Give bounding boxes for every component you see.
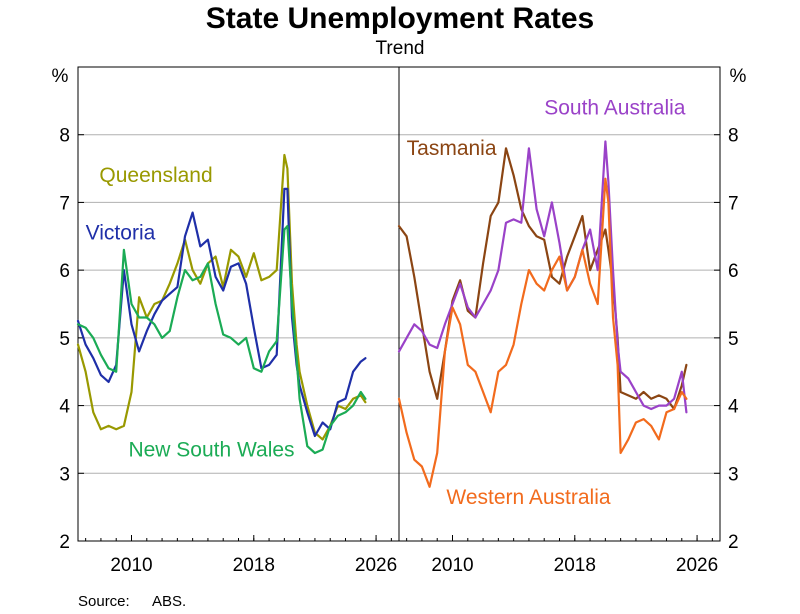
right-y-tick-label: 3 bbox=[728, 464, 739, 485]
series-label-new-south-wales: New South Wales bbox=[128, 438, 294, 461]
right-y-tick-label: 6 bbox=[728, 261, 739, 282]
left-y-tick-label: 5 bbox=[59, 329, 70, 350]
series-label-western-australia: Western Australia bbox=[446, 486, 611, 509]
right-unit-label: % bbox=[730, 66, 747, 87]
x-tick-label: 2010 bbox=[110, 555, 152, 576]
series-label-victoria: Victoria bbox=[86, 222, 156, 245]
gridlines bbox=[78, 134, 720, 474]
x-tick-label: 2010 bbox=[431, 555, 473, 576]
right-y-tick-label: 2 bbox=[728, 532, 739, 553]
right-y-tick-label: 4 bbox=[728, 397, 739, 418]
series-line-western-australia bbox=[397, 177, 688, 488]
series-label-tasmania: Tasmania bbox=[407, 137, 497, 160]
source-label: Source: bbox=[78, 593, 130, 610]
left-unit-label: % bbox=[52, 66, 69, 87]
left-y-tick-label: 8 bbox=[59, 126, 70, 147]
right-y-tick-label: 8 bbox=[728, 126, 739, 147]
right-y-tick-label: 7 bbox=[728, 193, 739, 214]
series-line-victoria bbox=[76, 187, 367, 438]
left-y-tick-label: 4 bbox=[59, 397, 70, 418]
x-tick-label: 2018 bbox=[554, 555, 596, 576]
chart-subtitle: Trend bbox=[376, 38, 425, 59]
chart-title: State Unemployment Rates bbox=[206, 2, 594, 35]
left-y-tick-label: 3 bbox=[59, 464, 70, 485]
x-tick-label: 2026 bbox=[676, 555, 718, 576]
x-tick-label: 2026 bbox=[355, 555, 397, 576]
left-y-tick-label: 6 bbox=[59, 261, 70, 282]
series-lines bbox=[76, 140, 688, 488]
x-tick-label: 2018 bbox=[233, 555, 275, 576]
series-label-south-australia: South Australia bbox=[544, 96, 686, 119]
series-labels: Queensland Victoria New South Wales Tasmani… bbox=[86, 96, 686, 508]
series-line-queensland bbox=[76, 153, 367, 441]
right-y-tick-label: 5 bbox=[728, 329, 739, 350]
left-y-tick-label: 7 bbox=[59, 193, 70, 214]
axes: 2 3 4 5 6 7 8 2010 2018 2026 2 3 4 5 6 7 8 2010 2018 2026 bbox=[59, 66, 739, 576]
series-line-tasmania bbox=[397, 147, 688, 411]
series-line-south-australia bbox=[397, 140, 688, 414]
source-value: ABS. bbox=[152, 593, 186, 610]
left-y-tick-label: 2 bbox=[59, 532, 70, 553]
series-line-new-south-wales bbox=[76, 225, 367, 455]
series-label-queensland: Queensland bbox=[99, 164, 212, 187]
